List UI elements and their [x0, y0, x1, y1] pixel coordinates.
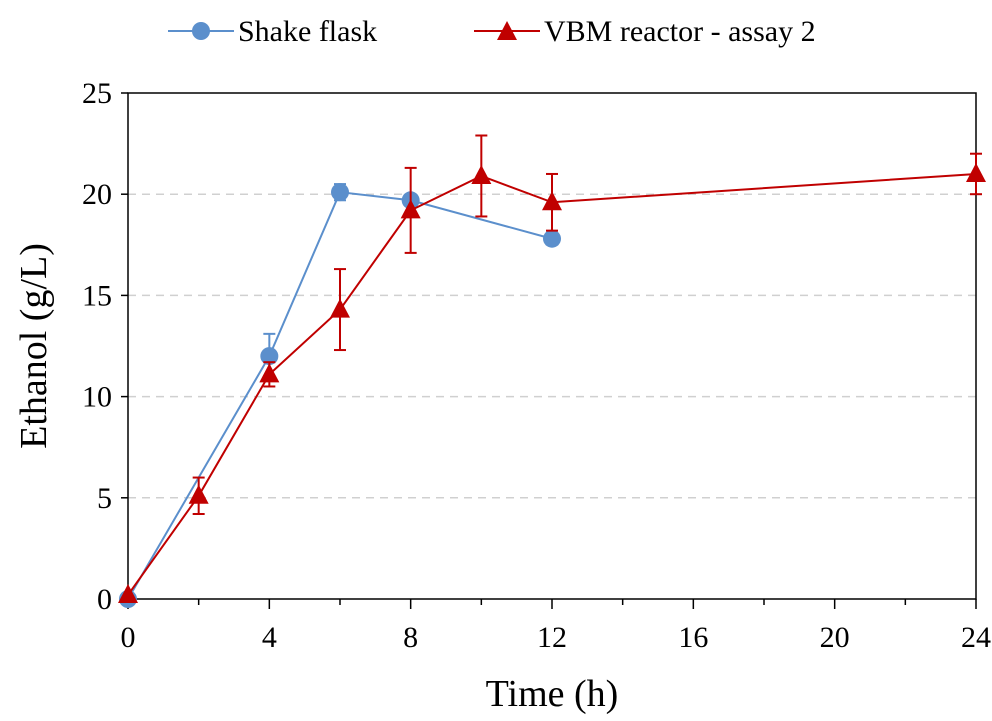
- x-tick-label: 16: [678, 621, 708, 654]
- data-point: [543, 229, 561, 248]
- y-tick-label: 15: [82, 279, 112, 312]
- x-tick-label: 24: [961, 621, 991, 654]
- data-point: [400, 199, 421, 219]
- y-tick-label: 25: [82, 77, 112, 110]
- x-tick-label: 8: [403, 621, 418, 654]
- legend-item-shake-flask: Shake flask: [168, 15, 377, 48]
- legend-item-vbm-reactor: VBM reactor - assay 2: [474, 15, 816, 48]
- y-axis-title: Ethanol (g/L): [13, 243, 55, 449]
- plot-frame: [127, 92, 977, 600]
- legend-label-shake-flask: Shake flask: [238, 15, 377, 48]
- legend-label-vbm-reactor: VBM reactor - assay 2: [544, 15, 816, 48]
- series-line: [127, 172, 977, 596]
- data-point: [118, 583, 138, 603]
- axis-tick-labels: 0 5 10 15 20 25 0 4 8 12 16 20 24: [82, 77, 991, 654]
- x-axis-title: Time (h): [486, 673, 619, 715]
- legend-marker-circle-icon: [192, 22, 210, 40]
- x-tick-label: 12: [537, 621, 567, 654]
- axis-ticks: [121, 92, 977, 609]
- data-point: [966, 162, 986, 182]
- series-line: [127, 191, 553, 600]
- data-point: [542, 191, 562, 211]
- data-point: [260, 347, 279, 366]
- y-tick-label: 20: [82, 178, 112, 211]
- y-tick-label: 5: [97, 482, 112, 515]
- legend: Shake flask VBM reactor - assay 2: [168, 15, 816, 48]
- data-point: [259, 363, 280, 383]
- x-tick-label: 20: [820, 621, 850, 654]
- data-point: [331, 183, 349, 202]
- y-tick-label: 0: [97, 583, 112, 616]
- series-0: [119, 183, 561, 608]
- x-tick-label: 4: [262, 621, 277, 654]
- series-1: [118, 134, 986, 603]
- data-point: [330, 298, 350, 318]
- series-layer: [118, 134, 986, 608]
- data-point: [471, 164, 492, 184]
- y-tick-label: 10: [82, 381, 112, 414]
- data-point: [188, 484, 209, 504]
- legend-marker-triangle-icon: [497, 21, 517, 40]
- x-tick-label: 0: [121, 621, 136, 654]
